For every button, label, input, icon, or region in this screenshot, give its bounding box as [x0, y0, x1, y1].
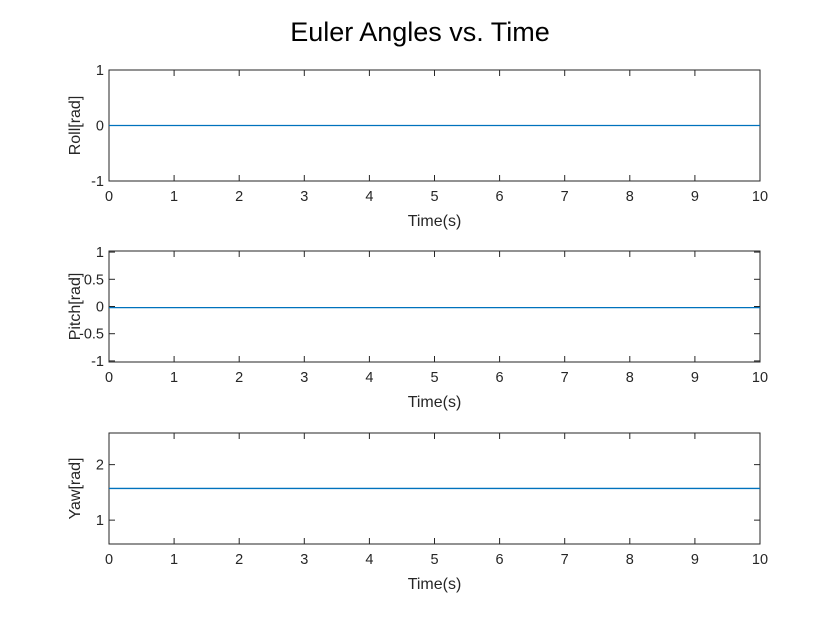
- x-tick-label: 0: [105, 189, 113, 205]
- y-tick-label: 1: [96, 245, 104, 261]
- y-tick-label: 0.5: [84, 272, 104, 288]
- x-tick-label: 6: [496, 189, 504, 205]
- x-tick-label: 4: [365, 552, 373, 568]
- subplot-2: 0 1 2 3 4 5 6 7 8 9 10 -1 -0.5 0 0.5 1 Time(s) Pitch[rad]: [67, 245, 768, 411]
- x-tick-label: 2: [235, 552, 243, 568]
- x-tick-label: 3: [300, 370, 308, 386]
- x-tick-label: 1: [170, 552, 178, 568]
- x-tick-label: 7: [561, 552, 569, 568]
- x-tick-label: 5: [430, 552, 438, 568]
- x-tick-label: 8: [626, 189, 634, 205]
- x-tick-label: 8: [626, 552, 634, 568]
- x-axis-label: Time(s): [408, 394, 462, 411]
- x-tick-label: 9: [691, 370, 699, 386]
- axes-box: [108, 250, 761, 363]
- y-axis-label: Roll[rad]: [67, 96, 84, 156]
- x-tick-label: 2: [235, 370, 243, 386]
- x-tick-label: 9: [691, 189, 699, 205]
- x-axis-label: Time(s): [408, 576, 462, 593]
- x-tick-label: 7: [561, 370, 569, 386]
- y-tick-label: 2: [96, 458, 104, 474]
- x-tick-label: 0: [105, 370, 113, 386]
- x-tick-label: 10: [752, 189, 768, 205]
- y-tick-label: 1: [96, 513, 104, 529]
- x-tick-label: 5: [430, 370, 438, 386]
- x-tick-label: 10: [752, 370, 768, 386]
- x-tick-label: 1: [170, 189, 178, 205]
- x-tick-label: 6: [496, 552, 504, 568]
- x-axis-label: Time(s): [408, 213, 462, 230]
- y-tick-label: 0: [96, 300, 104, 316]
- x-tick-label: 10: [752, 552, 768, 568]
- y-axis-label: Yaw[rad]: [67, 458, 84, 520]
- x-tick-label: 9: [691, 552, 699, 568]
- x-tick-label: 2: [235, 189, 243, 205]
- y-axis-label: Pitch[rad]: [67, 273, 84, 341]
- x-tick-label: 1: [170, 370, 178, 386]
- y-tick-label: -1: [91, 174, 104, 190]
- subplot-3: 0 1 2 3 4 5 6 7 8 9 10 1 2 Time(s) Yaw[rad]: [67, 432, 768, 593]
- y-tick-label: 1: [96, 63, 104, 79]
- figure-title: Euler Angles vs. Time: [290, 17, 550, 47]
- x-tick-label: 4: [365, 189, 373, 205]
- x-tick-label: 0: [105, 552, 113, 568]
- y-tick-label: -1: [91, 354, 104, 370]
- y-tick-label: -0.5: [79, 327, 104, 343]
- y-tick-label: 0: [96, 119, 104, 135]
- x-tick-label: 8: [626, 370, 634, 386]
- x-tick-label: 4: [365, 370, 373, 386]
- x-tick-label: 7: [561, 189, 569, 205]
- x-tick-label: 5: [430, 189, 438, 205]
- x-tick-label: 3: [300, 189, 308, 205]
- x-tick-label: 6: [496, 370, 504, 386]
- x-tick-label: 3: [300, 552, 308, 568]
